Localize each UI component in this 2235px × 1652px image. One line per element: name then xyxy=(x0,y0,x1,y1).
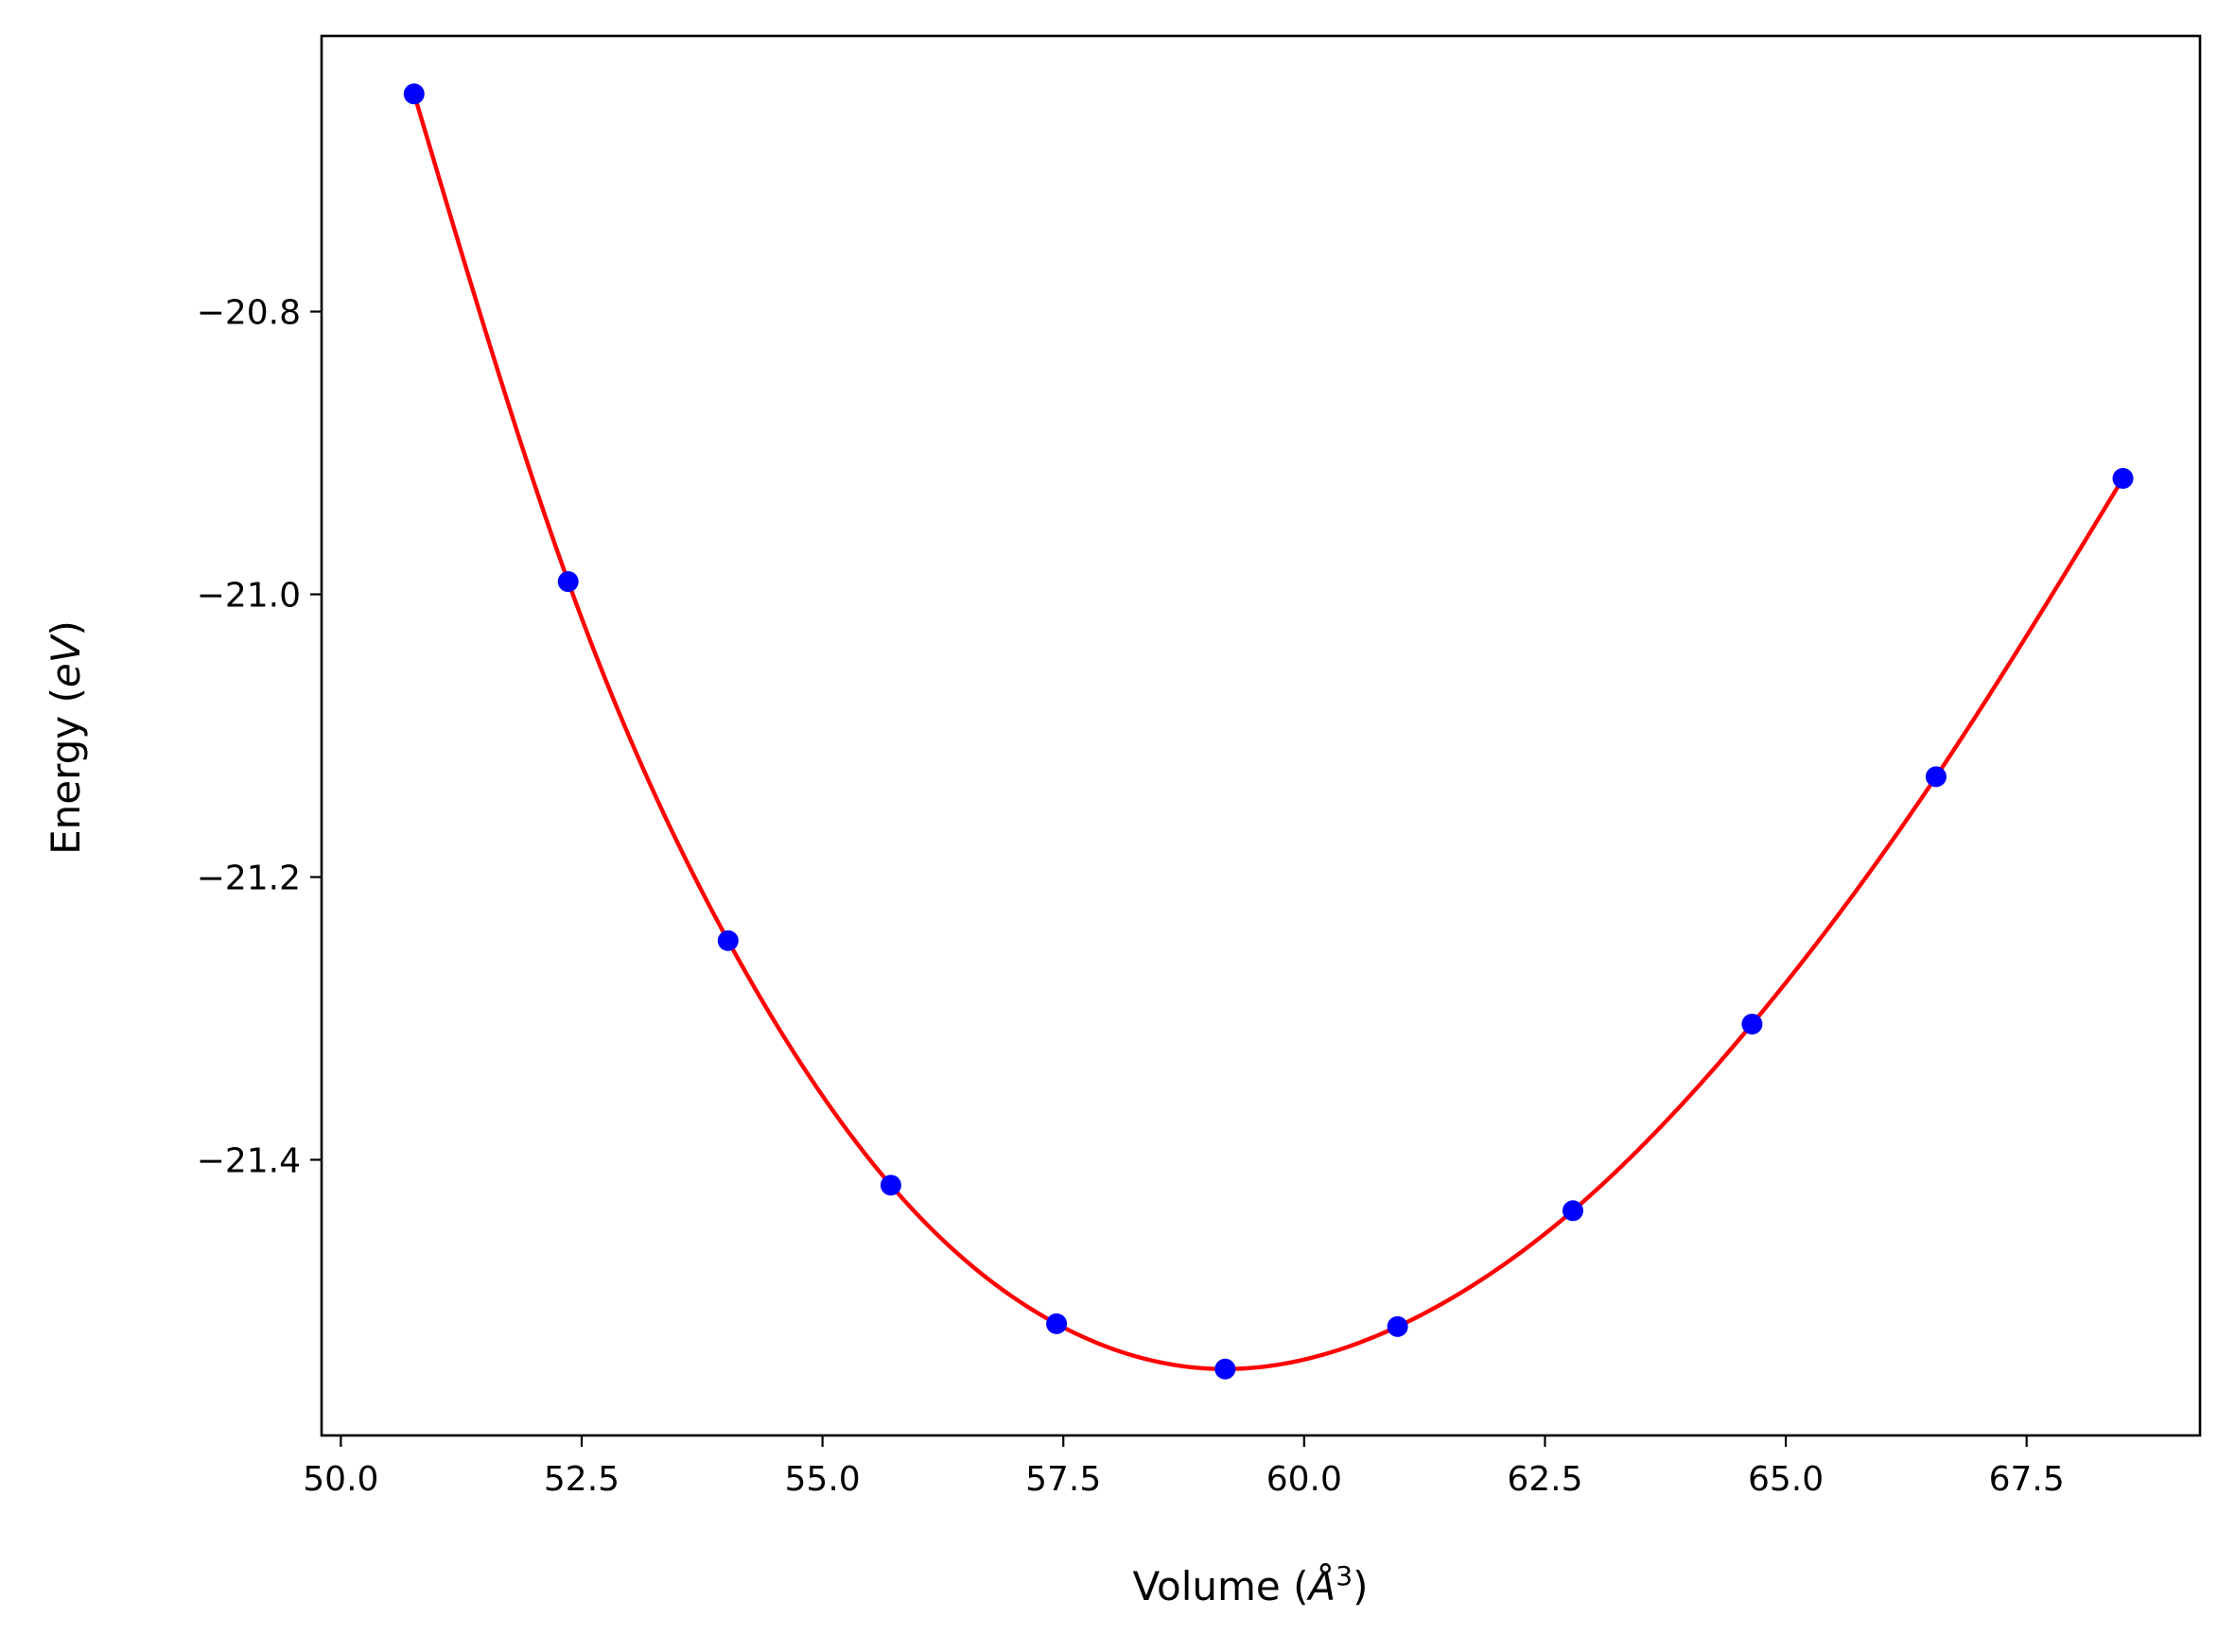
data-point xyxy=(403,83,425,105)
x-tick-label: 50.0 xyxy=(303,1460,378,1499)
y-axis-label: Energy (eV) xyxy=(43,620,89,855)
data-point xyxy=(557,571,579,593)
data-point xyxy=(1562,1200,1583,1222)
data-point xyxy=(2112,467,2134,489)
data-point xyxy=(1387,1315,1408,1337)
x-tick-label: 62.5 xyxy=(1507,1460,1582,1499)
axes-frame xyxy=(320,34,2202,1437)
y-tick-label: −21.0 xyxy=(197,577,301,616)
data-point xyxy=(880,1174,901,1196)
data-point xyxy=(1741,1013,1763,1035)
plot-area xyxy=(403,83,2134,1380)
y-tick-label: −20.8 xyxy=(197,294,301,333)
x-tick-label: 60.0 xyxy=(1266,1460,1342,1499)
x-axis: 50.0 52.5 55.0 57.5 60.0 62.5 65.0 67.5 xyxy=(303,1435,2065,1499)
fit-curve xyxy=(411,93,2125,1371)
y-tick-label: −21.4 xyxy=(197,1141,301,1180)
x-axis-label: Volume (Å3) xyxy=(1133,1560,1369,1610)
x-tick-label: 52.5 xyxy=(544,1460,620,1499)
y-axis: −20.8 −21.0 −21.2 −21.4 xyxy=(197,294,322,1180)
x-tick-label: 67.5 xyxy=(1989,1460,2065,1499)
data-point xyxy=(1046,1313,1068,1334)
data-point xyxy=(717,930,739,951)
x-tick-label: 55.0 xyxy=(785,1460,861,1499)
y-tick-label: −21.2 xyxy=(197,859,301,897)
x-tick-label: 57.5 xyxy=(1025,1460,1101,1499)
data-point xyxy=(1214,1358,1236,1380)
x-tick-label: 65.0 xyxy=(1748,1460,1824,1499)
data-point xyxy=(1925,766,1947,788)
